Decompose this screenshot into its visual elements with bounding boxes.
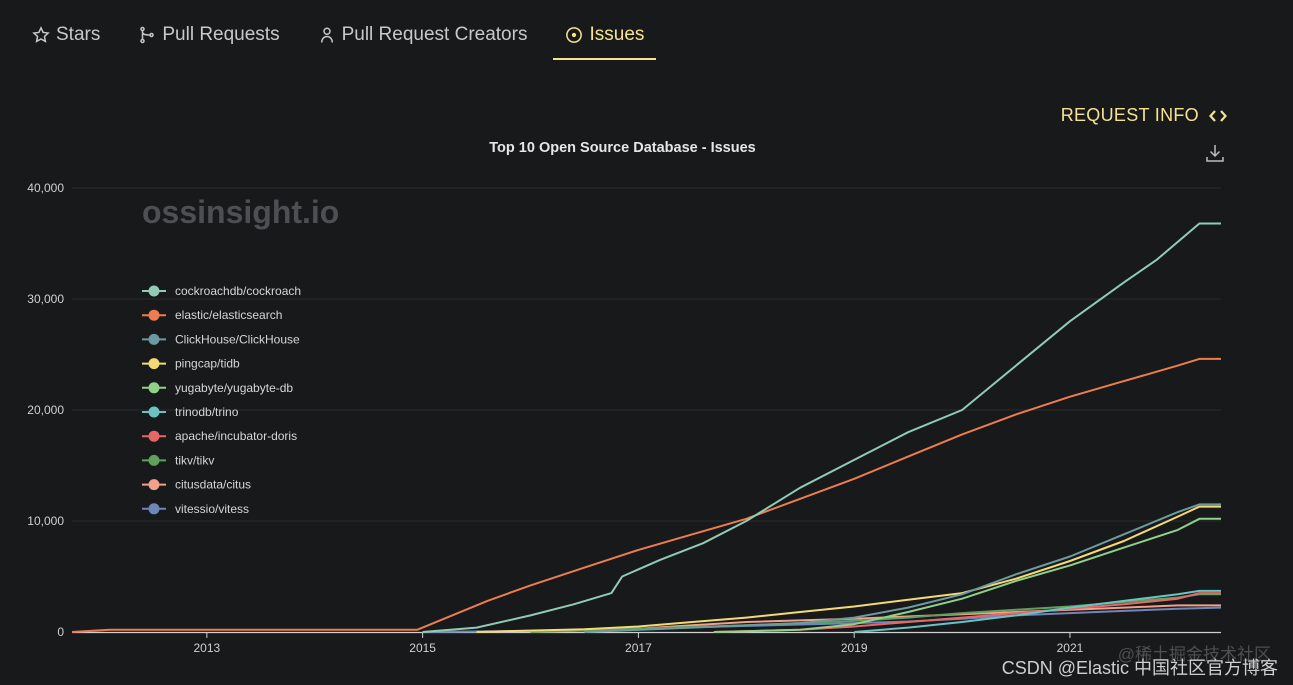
tab-label: Pull Requests <box>162 24 280 45</box>
series-line-elastic-elasticsearch[interactable] <box>71 357 1221 633</box>
legend-label: yugabyte/yugabyte-db <box>175 381 293 395</box>
legend-swatch-dot <box>148 503 160 515</box>
legend-item[interactable]: yugabyte/yugabyte-db <box>142 381 293 395</box>
star-icon <box>32 26 50 43</box>
legend-swatch-dot <box>148 382 160 394</box>
git-pull-request-icon <box>140 26 155 44</box>
legend-swatch-dot <box>148 333 160 345</box>
issue-circle-icon <box>566 27 583 43</box>
request-info-label: REQUEST INFO <box>1060 105 1199 125</box>
x-tick-label: 2021 <box>1057 641 1084 655</box>
series-line-citusdata-citus[interactable] <box>530 604 1222 633</box>
legend-swatch-dot <box>148 358 160 370</box>
y-tick-label: 20,000 <box>27 403 64 417</box>
y-tick-label: 40,000 <box>27 181 64 195</box>
x-tick-label: 2013 <box>194 641 221 655</box>
y-tick-label: 30,000 <box>27 292 64 306</box>
csdn-watermark: CSDN @Elastic 中国社区官方博客 <box>1001 658 1278 678</box>
tab-issues[interactable]: Issues <box>553 14 657 60</box>
tab-stars[interactable]: Stars <box>20 14 112 56</box>
chart-title: Top 10 Open Source Database - Issues <box>489 140 756 156</box>
legend-label: tikv/tikv <box>175 453 214 467</box>
legend-item[interactable]: cockroachdb/cockroach <box>142 284 301 298</box>
legend-label: citusdata/citus <box>175 478 251 492</box>
y-tick-label: 10,000 <box>27 514 64 528</box>
legend-label: trinodb/trino <box>175 405 239 419</box>
legend-item[interactable]: citusdata/citus <box>142 478 251 492</box>
code-brackets-icon <box>1209 109 1227 122</box>
legend-label: cockroachdb/cockroach <box>175 284 301 298</box>
legend-item[interactable]: apache/incubator-doris <box>142 429 297 443</box>
series-line-yugabyte-yugabyte-db[interactable] <box>713 517 1221 633</box>
series-line-clickhouse-clickhouse[interactable] <box>584 503 1222 633</box>
series-line-pingcap-tidb[interactable] <box>476 505 1221 633</box>
legend-label: apache/incubator-doris <box>175 429 297 443</box>
legend-item[interactable]: trinodb/trino <box>142 405 239 419</box>
tab-label: Stars <box>56 24 101 45</box>
legend-swatch-dot <box>148 430 160 442</box>
legend-swatch-dot <box>148 309 160 321</box>
series-line-cockroachdb-cockroach[interactable] <box>422 222 1221 633</box>
legend-item[interactable]: pingcap/tidb <box>142 357 240 371</box>
tab-label: Issues <box>589 24 645 45</box>
legend-label: elastic/elasticsearch <box>175 308 282 322</box>
legend-item[interactable]: elastic/elasticsearch <box>142 308 282 322</box>
person-icon <box>320 27 333 43</box>
tab-label: Pull Request Creators <box>341 24 528 45</box>
tab-bar: Stars Pull Requests Pull Request Creator… <box>20 14 670 62</box>
series-line-trinodb-trino[interactable] <box>854 589 1221 633</box>
download-icon[interactable] <box>1205 143 1225 163</box>
series-line-apache-incubator-doris[interactable] <box>713 592 1221 633</box>
legend-swatch-dot <box>148 479 160 491</box>
request-info-button[interactable]: REQUEST INFO <box>1061 105 1227 126</box>
legend-swatch-dot <box>148 285 160 297</box>
x-tick-label: 2017 <box>625 641 652 655</box>
x-tick-label: 2019 <box>841 641 868 655</box>
tab-pull-request-creators[interactable]: Pull Request Creators <box>306 14 540 56</box>
x-tick-label: 2015 <box>409 641 436 655</box>
legend-label: ClickHouse/ClickHouse <box>175 332 300 346</box>
juejin-watermark: @稀土掘金技术社区 <box>1117 645 1271 664</box>
legend-item[interactable]: ClickHouse/ClickHouse <box>142 332 300 346</box>
legend-label: pingcap/tidb <box>175 357 240 371</box>
y-tick-label: 0 <box>57 625 64 639</box>
tab-pull-requests[interactable]: Pull Requests <box>126 14 291 56</box>
brand-watermark: ossinsight.io <box>142 194 339 230</box>
legend-swatch-dot <box>148 454 160 466</box>
legend-item[interactable]: tikv/tikv <box>142 453 214 467</box>
legend-item[interactable]: vitessio/vitess <box>142 502 249 516</box>
legend-swatch-dot <box>148 406 160 418</box>
legend-label: vitessio/vitess <box>175 502 249 516</box>
